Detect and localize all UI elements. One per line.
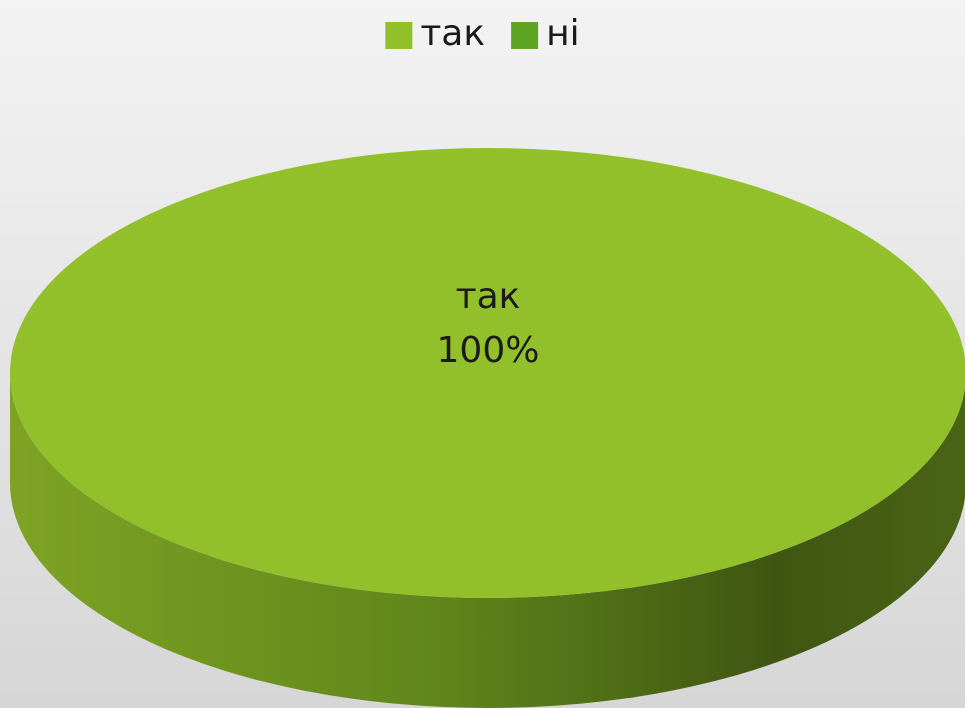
data-label-value: 100% (437, 330, 540, 371)
legend-label: так (420, 13, 485, 54)
data-label-category: так (456, 276, 521, 317)
legend-label: ні (546, 13, 580, 54)
data-labels: так 100% (437, 276, 540, 371)
slice (10, 148, 965, 708)
legend-swatch (511, 22, 539, 49)
legend-swatch (385, 22, 413, 49)
pie (10, 148, 965, 708)
legend: так ні (385, 13, 580, 54)
slice-top (10, 148, 965, 598)
slice-side (10, 373, 965, 708)
